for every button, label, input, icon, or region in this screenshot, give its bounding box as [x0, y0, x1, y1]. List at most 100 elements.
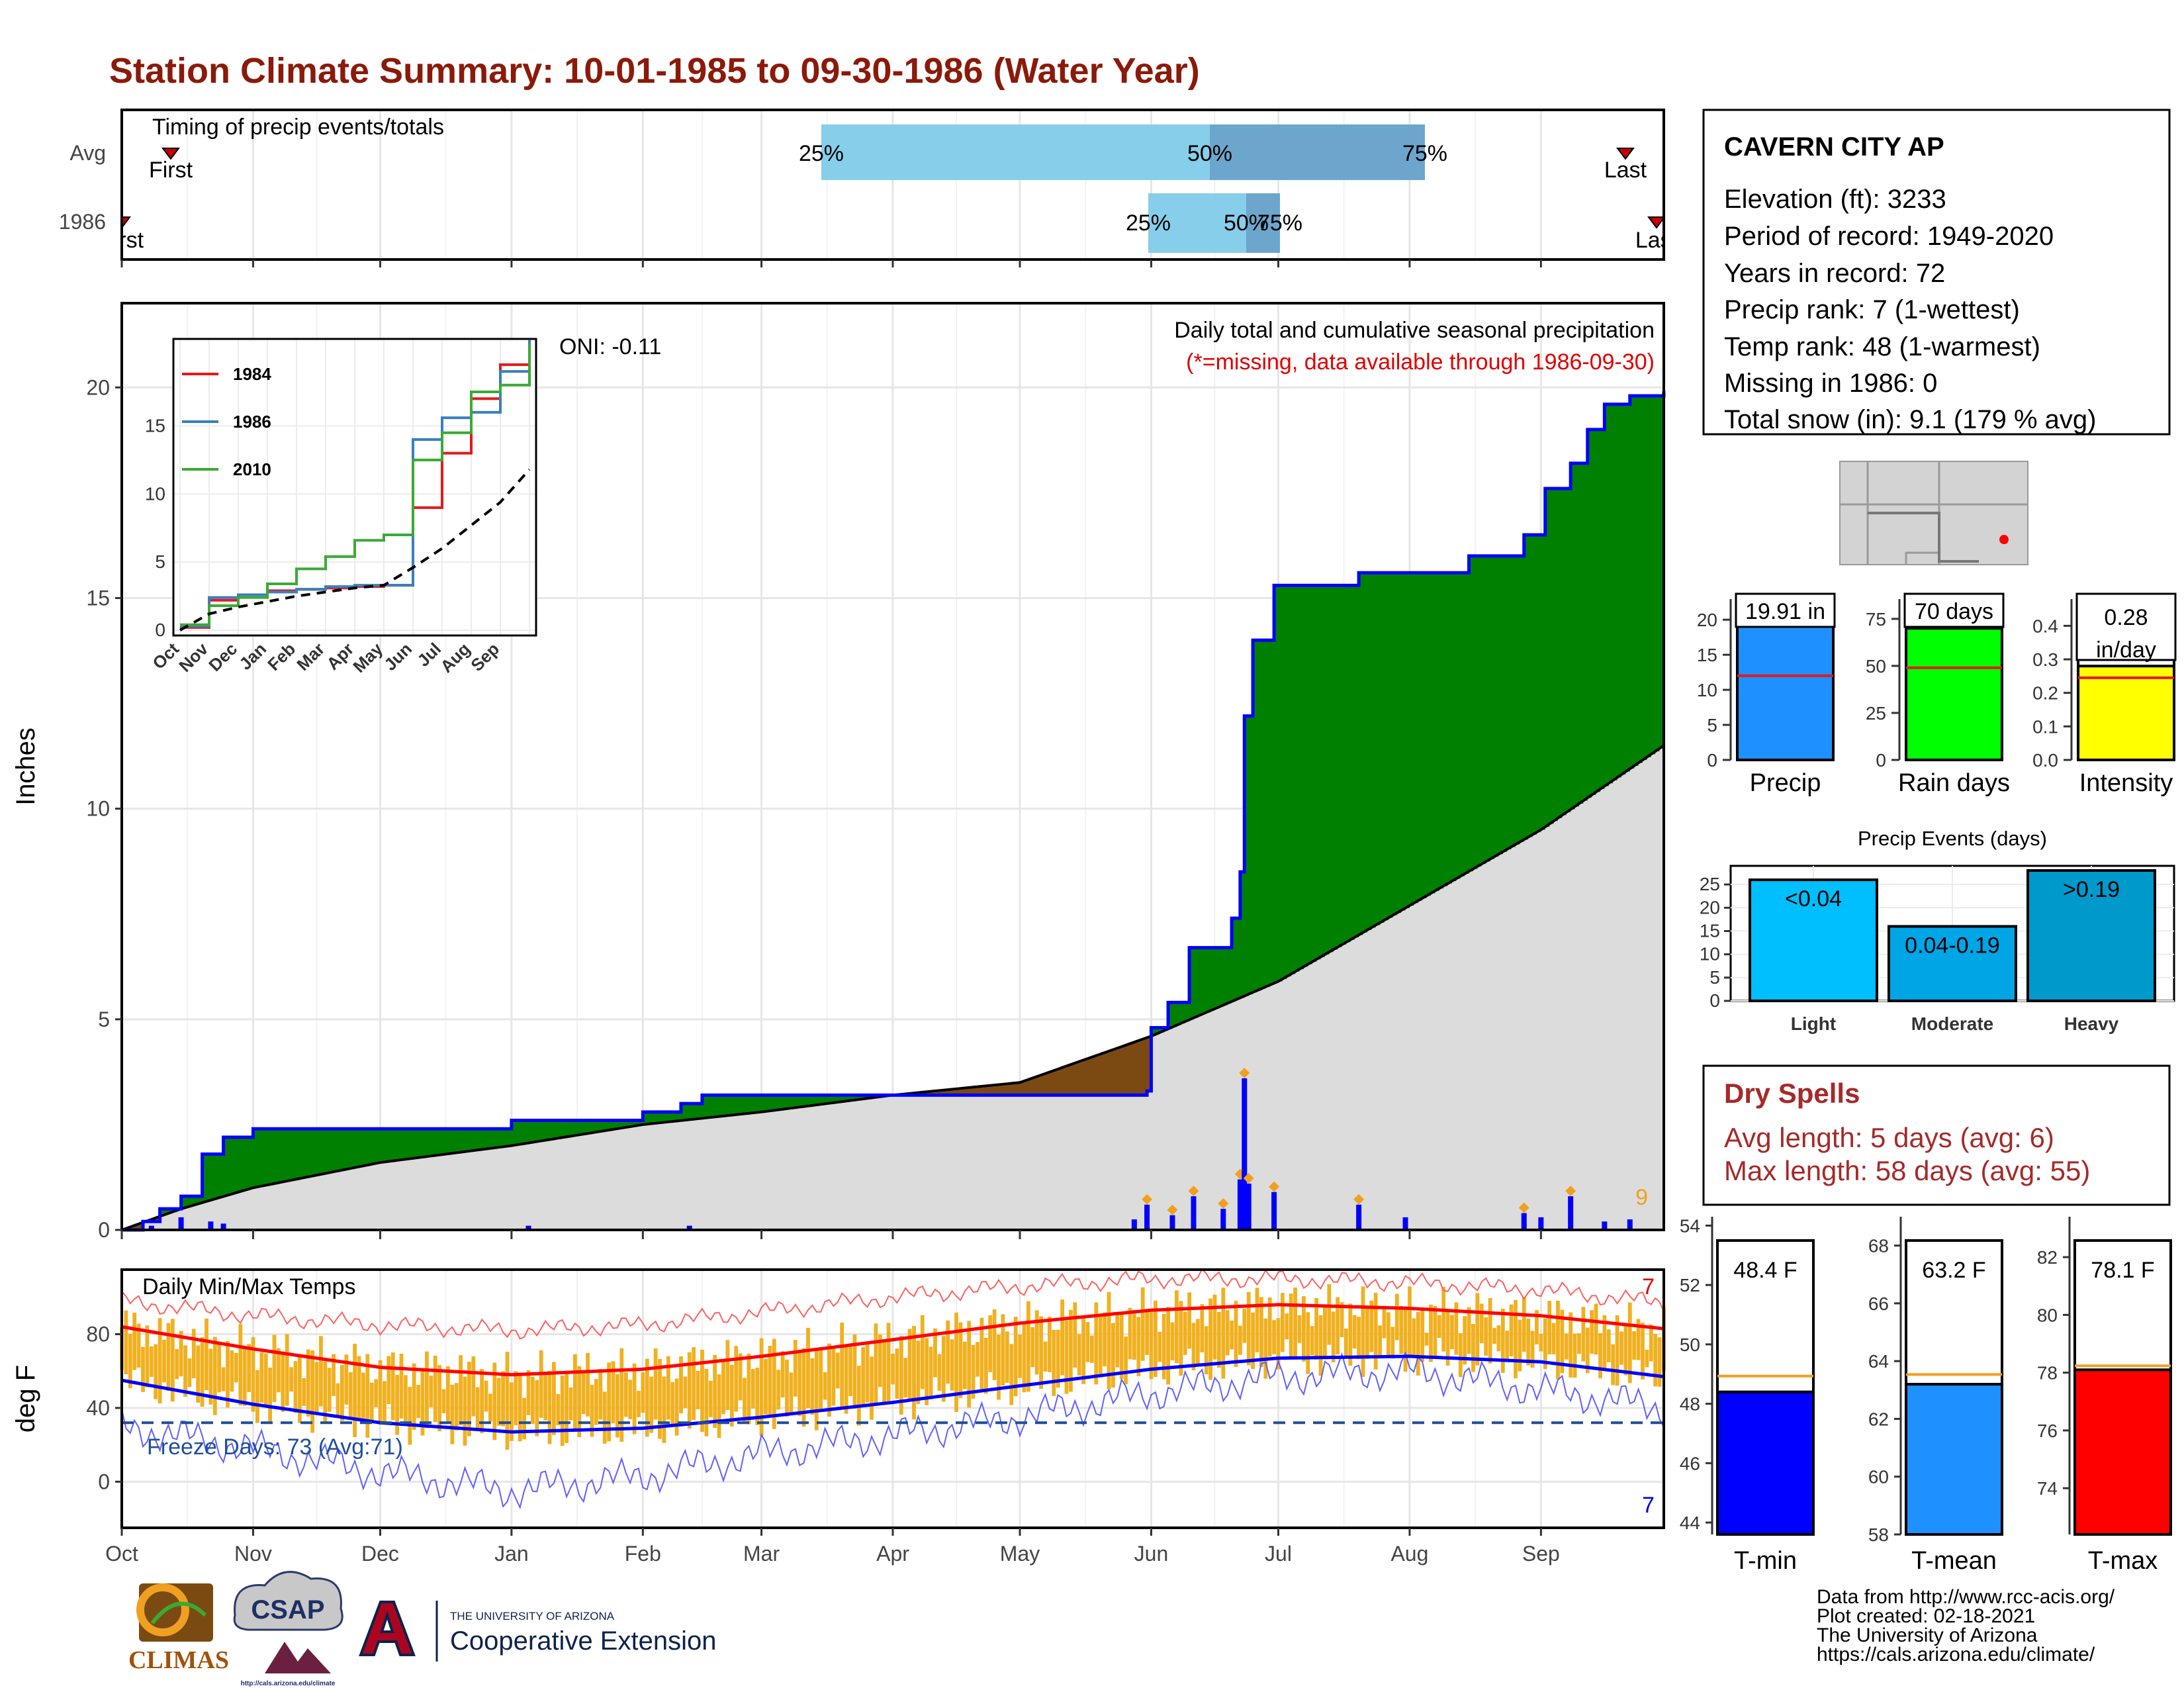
summary-value-label: 19.91 in	[1745, 599, 1825, 624]
precip-event-marker	[1188, 1186, 1199, 1197]
daily-temp-bar	[522, 1397, 526, 1440]
daily-temp-bar	[1526, 1319, 1531, 1366]
footer-line-2: Plot created: 02-18-2021	[1817, 1605, 2035, 1627]
daily-temp-bar	[1179, 1301, 1183, 1376]
daily-temp-bar	[1272, 1320, 1276, 1354]
daily-temp-bar	[539, 1350, 543, 1418]
daily-temp-bar	[471, 1356, 476, 1417]
precip-ylabel: Inches	[11, 727, 40, 806]
daily-temp-bar	[285, 1334, 289, 1406]
daily-precip-bar	[220, 1223, 226, 1230]
daily-temp-bar	[496, 1378, 501, 1426]
daily-temp-bar	[226, 1340, 230, 1408]
daily-temp-bar	[1454, 1302, 1459, 1355]
daily-temp-bar	[1259, 1297, 1263, 1367]
avg-quartile-50-75	[1210, 124, 1425, 180]
daily-temp-bar	[1251, 1312, 1255, 1370]
inset-legend-label: 2010	[233, 459, 271, 479]
station-line-period: Period of record: 1949-2020	[1724, 222, 2054, 251]
daily-temp-bar	[586, 1352, 590, 1417]
daily-temp-bar	[674, 1378, 679, 1436]
daily-temp-bar	[641, 1372, 645, 1413]
daily-temp-bar	[1535, 1310, 1539, 1344]
daily-temp-bar	[747, 1353, 751, 1425]
temp-summary-bars: 48.4 F 44 46 48 50 52 54 T-min 63.2 F 58 60 62 64 66 6…	[1680, 1215, 2172, 1575]
daily-temp-bar	[1615, 1315, 1619, 1386]
timing-row-avg: Avg	[69, 141, 106, 165]
avg-q75-label: 75%	[1402, 141, 1447, 166]
daily-temp-bar	[780, 1351, 785, 1397]
daily-temp-bar	[819, 1347, 823, 1410]
daily-temp-bar	[1293, 1288, 1297, 1359]
daily-temp-bar	[1611, 1344, 1615, 1385]
daily-temp-bar	[870, 1356, 874, 1420]
daily-temp-bar	[374, 1379, 378, 1407]
daily-temp-bar	[255, 1370, 259, 1423]
csap-logo-url: http://cals.arizona.edu/climate	[241, 1680, 336, 1687]
daily-temp-bar	[895, 1348, 899, 1399]
daily-temp-bar	[594, 1379, 598, 1425]
daily-temp-bar	[937, 1354, 942, 1391]
daily-temp-bar	[1577, 1333, 1581, 1354]
daily-temp-bar	[560, 1376, 565, 1446]
daily-temp-bar	[247, 1344, 251, 1392]
daily-temp-bar	[1318, 1315, 1323, 1376]
daily-temp-bar	[1073, 1302, 1077, 1368]
daily-temp-bar	[1200, 1304, 1205, 1352]
daily-temp-bar	[166, 1323, 171, 1391]
temp-summary-value: 63.2 F	[1922, 1258, 1985, 1283]
events-ytick-label: 20	[1700, 897, 1720, 917]
daily-temp-bar	[1645, 1349, 1649, 1368]
daily-temp-bar	[1373, 1292, 1378, 1370]
temp-summary-ytick-label: 74	[2037, 1478, 2058, 1499]
month-label: Oct	[105, 1542, 138, 1566]
precip-events-chart: Precip Events (days) <0.04 Light 0.04-0.19…	[1700, 827, 2175, 1034]
daily-temp-bar	[505, 1352, 510, 1450]
daily-precip-bar	[178, 1217, 184, 1230]
year-last-label: Last	[1635, 228, 1678, 253]
daily-temp-bar	[1657, 1337, 1662, 1387]
precip-event-marker	[1142, 1194, 1153, 1205]
daily-temp-bar	[1594, 1303, 1598, 1355]
timing-row-year: 1986	[59, 210, 106, 234]
summary-value-unit: in/day	[2096, 637, 2156, 663]
daily-temp-bar	[344, 1354, 349, 1405]
daily-temp-bar	[314, 1362, 319, 1413]
daily-temp-bar	[514, 1371, 518, 1426]
temp-summary-bar-t-max	[2073, 1368, 2172, 1536]
daily-temp-bar	[191, 1329, 196, 1378]
daily-temp-bar	[268, 1368, 272, 1422]
summary-ytick-label: 5	[1707, 715, 1717, 735]
oni-label: ONI: -0.11	[559, 334, 661, 359]
daily-temp-bar	[755, 1368, 760, 1425]
daily-precip-bar	[1237, 1179, 1243, 1230]
month-label: Jul	[1265, 1542, 1292, 1566]
precip-event-marker	[1167, 1204, 1178, 1215]
daily-temp-bar	[1136, 1317, 1141, 1377]
daily-temp-bar	[611, 1361, 615, 1424]
daily-temp-bar	[1408, 1286, 1412, 1356]
temp-summary-ytick-label: 76	[2037, 1421, 2058, 1441]
daily-temp-bar	[1458, 1333, 1463, 1378]
daily-temp-bar	[670, 1382, 675, 1425]
daily-temp-bar	[327, 1368, 332, 1412]
inset-xtick-label: Sep	[467, 639, 503, 675]
temp-summary-ytick-label: 50	[1680, 1335, 1700, 1355]
csap-logo-mountains	[265, 1642, 331, 1673]
daily-temp-bar	[920, 1315, 925, 1389]
dry-spells-title: Dry Spells	[1724, 1078, 1860, 1109]
daily-temp-bar	[1336, 1297, 1340, 1355]
daily-temp-bar	[844, 1345, 848, 1414]
precip-missing-note: (*=missing, data available through 1986-…	[1186, 350, 1655, 375]
daily-temp-bar	[721, 1360, 725, 1415]
daily-temp-bar	[1056, 1329, 1060, 1388]
daily-temp-bar	[713, 1354, 717, 1429]
daily-temp-bar	[1145, 1310, 1149, 1355]
daily-temp-bar	[365, 1354, 370, 1438]
temp-ytick-label: 40	[86, 1396, 110, 1420]
daily-temp-bar	[658, 1358, 662, 1439]
daily-temp-bar	[717, 1374, 721, 1438]
daily-temp-bar	[1069, 1309, 1073, 1392]
daily-temp-bar	[623, 1372, 628, 1417]
daily-temp-bar	[353, 1343, 357, 1437]
